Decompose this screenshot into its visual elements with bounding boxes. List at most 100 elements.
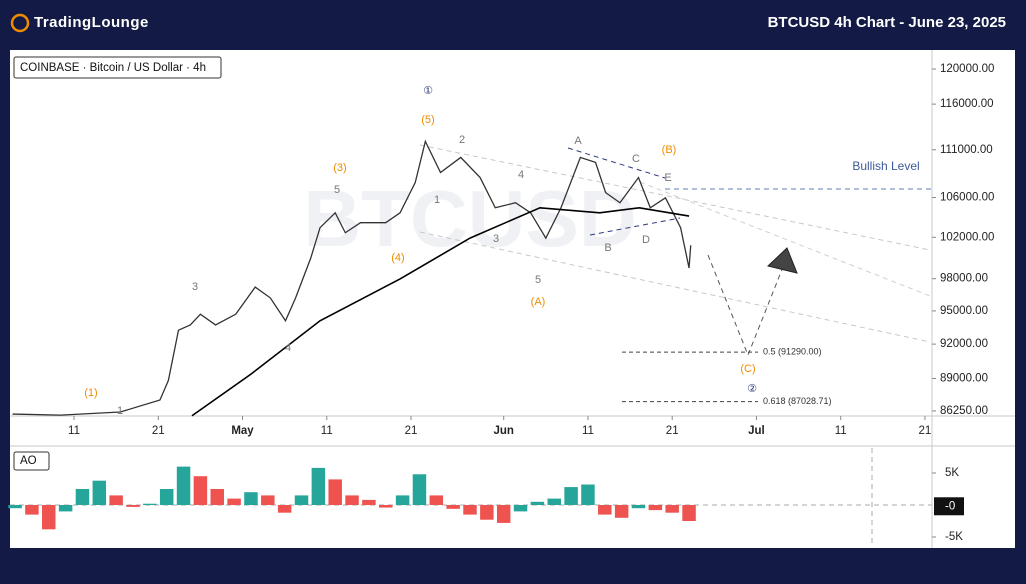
ao-bar <box>277 505 292 513</box>
ao-bar <box>665 505 679 513</box>
y-tick-label: 111000.00 <box>940 144 993 156</box>
logo-icon <box>10 13 30 33</box>
ao-bar <box>614 505 629 518</box>
ao-bar <box>648 505 663 511</box>
wave-label: 1 <box>434 194 440 206</box>
y-tick-label: -5K <box>945 531 963 543</box>
last-value-box <box>934 497 964 516</box>
ao-bar <box>143 503 157 506</box>
wave-label: E <box>664 172 671 184</box>
ao-bar <box>92 480 107 506</box>
ao-bar <box>294 495 309 506</box>
triangle-line <box>589 217 681 236</box>
y-tick-label: 120000.00 <box>940 63 994 75</box>
channel-line <box>419 231 931 343</box>
ao-bar <box>109 495 123 506</box>
channel-line <box>419 144 931 251</box>
ao-bar <box>42 505 56 530</box>
ao-bar <box>631 505 646 509</box>
wave-label: (B) <box>662 144 677 156</box>
wave-label: A <box>574 135 582 147</box>
wave-label: ② <box>747 383 757 395</box>
ao-bar <box>362 499 376 506</box>
wave-label: (3) <box>333 162 346 174</box>
ao-bar <box>682 505 696 522</box>
x-tick-label: 11 <box>68 425 80 437</box>
bullish-level-label: Bullish Level <box>852 159 919 173</box>
x-tick-label: Jun <box>493 425 513 437</box>
ao-bar <box>513 505 528 512</box>
ao-bar <box>496 505 511 523</box>
wave-label: B <box>604 242 611 254</box>
y-tick-label: 102000.00 <box>940 231 994 243</box>
y-tick-label: 98000.00 <box>940 273 988 285</box>
wave-label: (5) <box>421 114 434 126</box>
wave-label: 4 <box>518 169 524 181</box>
wave-label: ① <box>423 85 433 97</box>
indicator-title: AO <box>20 455 37 467</box>
x-tick-label: 11 <box>835 425 847 437</box>
watermark: BTCUSD <box>303 174 636 263</box>
wave-label: 5 <box>334 184 340 196</box>
ao-bar <box>328 479 342 506</box>
ao-bar <box>530 501 545 506</box>
wave-label: 3 <box>493 233 499 245</box>
ao-bar <box>345 495 359 506</box>
x-tick-label: May <box>231 425 254 437</box>
symbol: COINBASE · Bitcoin / US Dollar · 4h <box>20 62 206 74</box>
price-line <box>12 139 692 416</box>
chart-area <box>10 50 1015 548</box>
ao-bar <box>429 495 444 506</box>
x-tick-label: 11 <box>582 425 594 437</box>
ao-bar <box>379 505 393 508</box>
fib-label: 0.618 (87028.71) <box>763 396 832 406</box>
wave-label: (A) <box>531 296 546 308</box>
ao-bar <box>244 492 258 506</box>
projection <box>707 254 786 357</box>
ao-bar <box>395 495 410 506</box>
header-title: BTCUSD 4h Chart - June 23, 2025 <box>768 14 1006 31</box>
drawings <box>419 144 931 546</box>
x-tick-label: 21 <box>152 425 165 437</box>
ao-bar <box>598 505 612 515</box>
y-tick-label: 86250.00 <box>940 405 988 417</box>
wave-label: (4) <box>391 252 404 264</box>
y-tick-label: 5K <box>945 467 959 479</box>
y-tick-label: 89000.00 <box>940 372 988 384</box>
x-tick-label: 11 <box>321 425 333 437</box>
ao-bar <box>126 505 140 507</box>
channel-line <box>639 181 931 297</box>
ao-bar <box>176 466 191 506</box>
wave-label: (1) <box>84 387 97 399</box>
ao-bar <box>446 505 460 509</box>
triangle-line <box>567 147 666 179</box>
moving-average <box>191 206 690 417</box>
ao-bar <box>227 498 241 506</box>
ao-bar <box>159 488 174 506</box>
x-tick-label: 21 <box>405 425 418 437</box>
ao-bar <box>311 467 326 506</box>
projection-arrow <box>766 247 798 274</box>
ao-bar <box>25 505 39 515</box>
wave-label: 3 <box>192 281 198 293</box>
wave-label: C <box>632 153 640 165</box>
y-tick-label: 95000.00 <box>940 305 988 317</box>
fib-label: 0.5 (91290.00) <box>763 347 822 357</box>
wave-label: (C) <box>740 363 755 375</box>
y-tick-label: 92000.00 <box>940 338 988 350</box>
x-tick-label: 21 <box>666 425 679 437</box>
ao-bar <box>547 498 561 506</box>
last-value-label: -0 <box>945 500 955 512</box>
ao-bar <box>463 505 477 515</box>
logo: TradingLounge <box>34 14 149 31</box>
ao-bar <box>581 484 595 506</box>
ao-bar <box>261 495 275 506</box>
wave-label: D <box>642 234 650 246</box>
ao-bar <box>412 474 427 506</box>
ao-bar <box>75 488 90 506</box>
ao-bar <box>210 488 224 506</box>
ao-bar <box>480 505 494 520</box>
ao-bar <box>58 505 73 512</box>
